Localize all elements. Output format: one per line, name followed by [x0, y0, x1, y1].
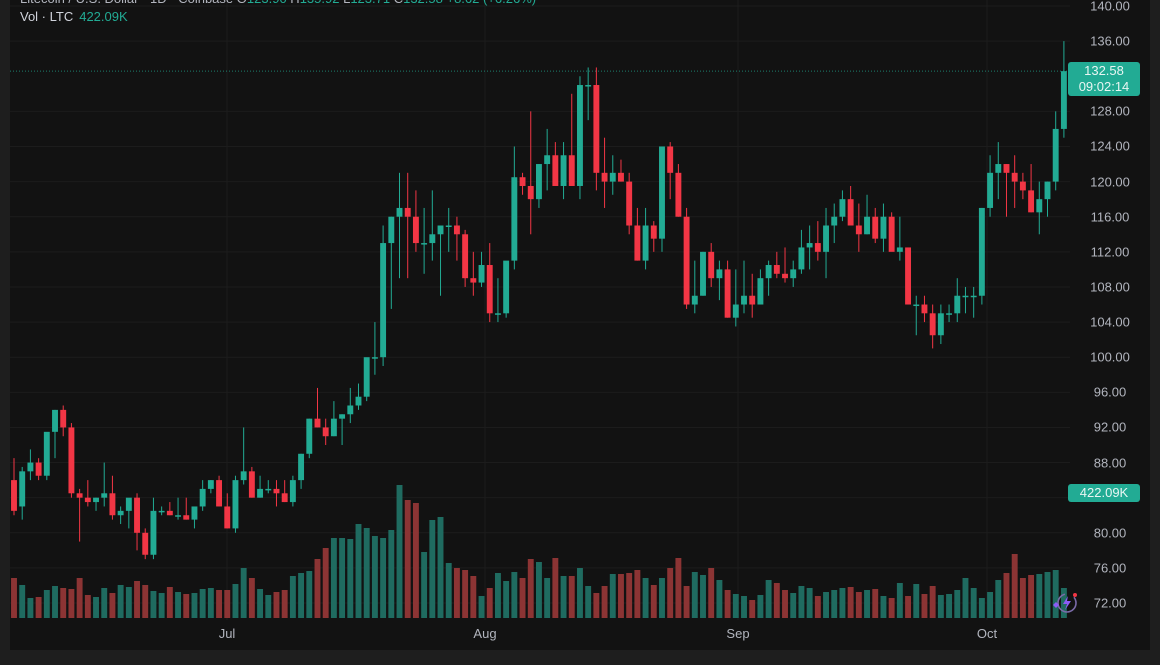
last-price-tag: 132.58 09:02:14 [1068, 62, 1140, 96]
price-axis-label: 108.00 [1090, 279, 1130, 295]
lightning-assistant-icon[interactable] [1050, 590, 1080, 616]
last-price: 132.58 [1084, 63, 1124, 78]
ohlc-open-label: O [237, 0, 247, 6]
price-axis-label: 116.00 [1090, 209, 1130, 225]
time-axis-label: Sep [726, 626, 750, 641]
price-axis-label: 80.00 [1093, 525, 1127, 541]
price-axis-label: 124.00 [1090, 138, 1130, 154]
time-axis-label: Jul [218, 626, 236, 641]
ohlc-low-label: L [343, 0, 350, 6]
price-axis-label: 76.00 [1093, 560, 1127, 576]
price-axis-label: 72.00 [1093, 595, 1127, 611]
ohlc-low: 123.71 [350, 0, 390, 6]
price-axis-label: 140.00 [1090, 0, 1130, 14]
time-axis-label: Aug [473, 626, 497, 641]
price-axis-label: 136.00 [1090, 33, 1130, 49]
price-axis-label: 104.00 [1090, 314, 1130, 330]
symbol-legend[interactable]: Litecoin / U.S. Dollar · 1D · Coinbase O… [20, 0, 536, 6]
volume-value: 422.09K [79, 9, 128, 24]
ohlc-open: 123.90 [247, 0, 287, 6]
chart-plot-area[interactable] [10, 0, 1070, 620]
price-axis-label: 100.00 [1090, 349, 1130, 365]
volume-legend[interactable]: Vol · LTC 422.09K [20, 9, 128, 24]
time-axis[interactable]: Jul Aug Sep Oct [10, 620, 1070, 650]
price-axis-label: 120.00 [1090, 174, 1130, 190]
price-axis-label: 112.00 [1090, 244, 1130, 260]
price-axis[interactable]: 140.00 136.00 128.00 124.00 120.00 116.00 112.… [1070, 0, 1150, 620]
ohlc-high-label: H [290, 0, 299, 6]
ohlc-close: 132.58 [403, 0, 443, 6]
price-axis-label: 88.00 [1093, 455, 1127, 471]
bar-countdown: 09:02:14 [1078, 79, 1130, 94]
volume-label: Vol · LTC [20, 9, 74, 24]
ohlc-close-label: C [394, 0, 403, 6]
candlestick-chart[interactable] [10, 0, 1070, 620]
ohlc-high: 135.92 [300, 0, 340, 6]
price-axis-label: 92.00 [1093, 419, 1127, 435]
ohlc-change: +8.62 (+6.26%) [446, 0, 536, 6]
symbol-line: Litecoin / U.S. Dollar · 1D · Coinbase [20, 0, 233, 6]
price-axis-label: 96.00 [1093, 384, 1127, 400]
last-volume-tag: 422.09K [1068, 484, 1140, 502]
price-axis-label: 128.00 [1090, 103, 1130, 119]
chart-frame: Litecoin / U.S. Dollar · 1D · Coinbase O… [10, 0, 1150, 650]
time-axis-label: Oct [976, 626, 998, 641]
